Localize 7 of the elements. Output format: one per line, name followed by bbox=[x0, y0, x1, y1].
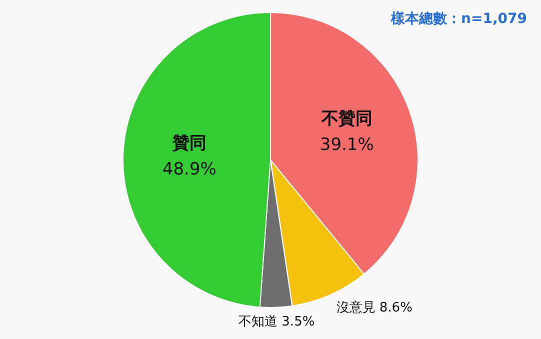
slice-label: 沒意見 8.6% bbox=[336, 300, 412, 316]
slice-label: 不贊同 bbox=[320, 109, 372, 130]
data-label: 39.1% bbox=[320, 135, 374, 156]
slice-label: 不知道 3.5% bbox=[238, 314, 315, 330]
text: 樣本總數：n=1,079 bbox=[391, 10, 527, 28]
slice-label: 贊同 bbox=[171, 133, 206, 154]
data-label: 48.9% bbox=[162, 159, 216, 180]
